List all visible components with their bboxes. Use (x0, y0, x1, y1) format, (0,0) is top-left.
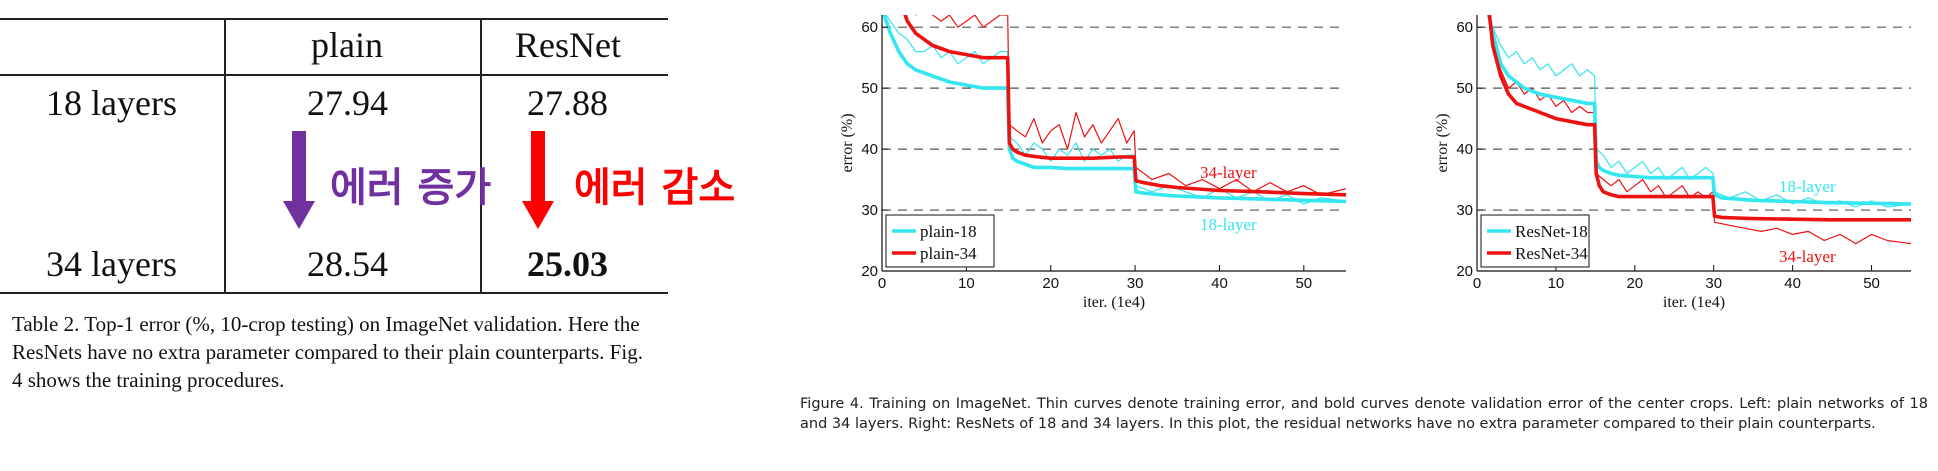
resnet-plot: 20 30 40 50 60 0 10 20 30 40 50 iter. (1e4) error (%… (1434, 15, 1911, 311)
y-tick-label: 40 (1456, 141, 1473, 158)
x-tick-label: 0 (878, 275, 886, 292)
x-tick-label: 10 (958, 275, 975, 292)
y-axis-label: error (%) (839, 113, 856, 172)
table-column-divider (480, 18, 482, 294)
legend-box (885, 214, 995, 268)
table-header-rule (0, 74, 668, 76)
series-line (903, 15, 1346, 197)
series-annotation: 18-layer (1779, 177, 1836, 196)
series-annotation: 18-layer (1200, 215, 1257, 234)
x-tick-label: 40 (1211, 275, 1228, 292)
cell-resnet-18: 27.88 (527, 83, 608, 123)
legend-entry: ResNet-18 (1515, 222, 1588, 241)
table-caption: Table 2. Top-1 error (%, 10-crop testing… (12, 312, 643, 392)
series-line (1487, 15, 1911, 222)
legend-entry: plain-18 (920, 222, 977, 241)
row-label-18-layers: 18 layers (46, 83, 177, 123)
series-line (1488, 15, 1911, 245)
legend-box (1480, 214, 1590, 268)
figure-caption: Figure 4. Training on ImageNet. Thin cur… (800, 396, 1928, 432)
col-header-plain: plain (311, 25, 383, 65)
y-tick-label: 20 (861, 263, 878, 280)
series-line (1486, 15, 1911, 206)
x-axis-label: iter. (1e4) (1663, 294, 1725, 311)
col-header-resnet: ResNet (515, 25, 621, 65)
x-tick-label: 50 (1295, 275, 1312, 292)
x-tick-label: 40 (1784, 275, 1801, 292)
plain-networks-chart: 20 30 40 50 60 0 10 20 30 40 50 iter. (1e4) error (%… (800, 0, 1370, 390)
cell-resnet-34: 25.03 (527, 244, 608, 284)
x-tick-label: 20 (1042, 275, 1059, 292)
table-bottom-rule (0, 292, 668, 294)
annotation-error-increase: 에러 증가 (330, 165, 492, 211)
series-annotation: 34-layer (1779, 247, 1836, 266)
x-tick-label: 10 (1548, 275, 1565, 292)
legend-entry: plain-34 (920, 244, 977, 263)
series-annotation: 34-layer (1200, 163, 1257, 182)
legend-entry: ResNet-34 (1515, 244, 1588, 263)
x-tick-label: 30 (1705, 275, 1722, 292)
y-tick-label: 30 (1456, 202, 1473, 219)
x-tick-label: 30 (1127, 275, 1144, 292)
row-label-34-layers: 34 layers (46, 244, 177, 284)
y-tick-label: 40 (861, 141, 878, 158)
results-table: plain ResNet 18 layers 27.94 27.88 34 la… (0, 18, 735, 294)
y-axis-label: error (%) (1434, 113, 1451, 172)
x-axis-label: iter. (1e4) (1083, 294, 1145, 311)
down-arrow-icon (283, 131, 315, 229)
y-tick-label: 20 (1456, 263, 1473, 280)
resnet-chart: 20 30 40 50 60 0 10 20 30 40 50 iter. (1e4) error (%… (1395, 0, 1935, 390)
table-top-rule (0, 18, 668, 20)
series-line (882, 15, 1346, 204)
y-tick-label: 50 (1456, 80, 1473, 97)
cell-plain-34: 28.54 (307, 244, 388, 284)
annotation-error-decrease: 에러 감소 (574, 165, 736, 211)
x-tick-label: 50 (1863, 275, 1880, 292)
y-tick-label: 50 (861, 80, 878, 97)
y-tick-label: 60 (1456, 19, 1473, 36)
series-line (885, 15, 1346, 205)
y-tick-label: 60 (861, 19, 878, 36)
plain-networks-plot: 20 30 40 50 60 0 10 20 30 40 50 iter. (1e4) error (%… (839, 15, 1346, 311)
x-tick-label: 0 (1473, 275, 1481, 292)
down-arrow-icon (522, 131, 554, 229)
table-column-divider (224, 18, 226, 294)
y-tick-label: 30 (861, 202, 878, 219)
cell-plain-18: 27.94 (307, 83, 388, 123)
x-tick-label: 20 (1626, 275, 1643, 292)
